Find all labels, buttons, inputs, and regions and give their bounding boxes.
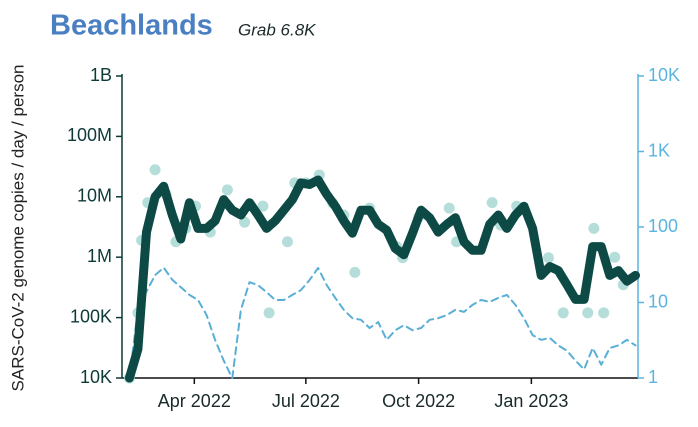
trend-line — [124, 175, 640, 383]
data-point — [149, 164, 161, 176]
y2-tick-label: 10K — [648, 65, 680, 85]
data-point — [543, 252, 555, 264]
data-point — [221, 184, 233, 196]
x-tick-label: Oct 2022 — [382, 391, 455, 411]
data-point — [257, 200, 269, 212]
y2-tick-label: 1K — [648, 140, 670, 160]
chart-title: Beachlands — [50, 10, 213, 42]
data-point — [486, 197, 498, 209]
data-point — [281, 236, 293, 248]
y-tick-label: 10K — [80, 367, 112, 387]
y-tick-label: 1B — [90, 65, 112, 85]
secondary-line — [128, 266, 637, 379]
x-tick-label: Apr 2022 — [158, 391, 231, 411]
data-point — [349, 266, 361, 278]
x-tick-label: Jul 2022 — [272, 391, 340, 411]
data-point — [557, 307, 569, 319]
y-axis-label: SARS-CoV-2 genome copies / day / person — [8, 65, 27, 392]
data-point — [443, 202, 455, 214]
data-point — [598, 307, 610, 319]
data-point — [582, 307, 594, 319]
y-tick-label: 100M — [67, 125, 112, 145]
data-point — [263, 307, 275, 319]
data-point — [239, 216, 251, 228]
y2-tick-label: 10 — [648, 291, 668, 311]
y-tick-label: 1M — [87, 246, 112, 266]
y-tick-label: 100K — [70, 306, 112, 326]
x-tick-label: Jan 2023 — [494, 391, 568, 411]
y2-tick-label: 1 — [648, 367, 658, 387]
y2-tick-label: 100 — [648, 216, 678, 236]
chart-subtitle: Grab 6.8K — [238, 20, 316, 39]
y-tick-label: 10M — [77, 186, 112, 206]
data-point — [609, 251, 621, 263]
data-point — [588, 222, 600, 234]
